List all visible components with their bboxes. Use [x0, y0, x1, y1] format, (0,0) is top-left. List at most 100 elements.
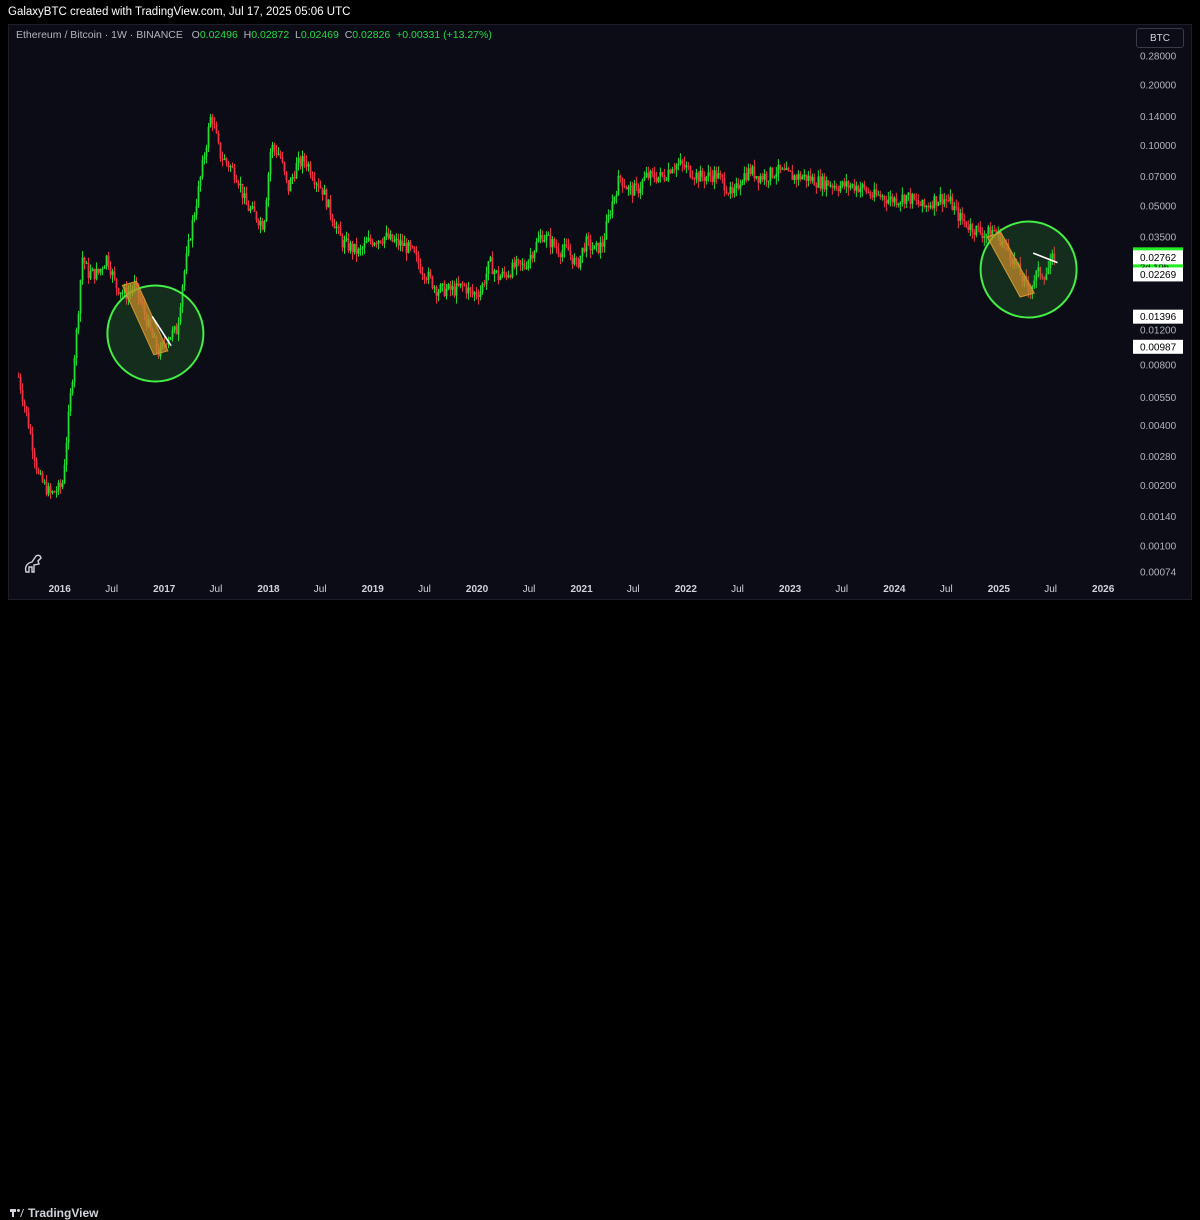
candle-body — [437, 291, 440, 296]
candle-body — [497, 270, 500, 280]
candle-body — [663, 175, 666, 180]
candle-body — [961, 212, 964, 220]
chart-panel[interactable] — [8, 24, 1192, 600]
candle-body — [931, 205, 934, 209]
candle-body — [457, 283, 460, 286]
candle-body — [1045, 274, 1048, 280]
candle-body — [611, 201, 614, 215]
candle-body — [801, 176, 804, 180]
candle-body — [303, 155, 306, 162]
candle-body — [773, 176, 776, 178]
candle-body — [665, 179, 668, 181]
currency-button[interactable]: BTC — [1136, 28, 1184, 48]
candle-body — [97, 268, 100, 273]
candle-body — [57, 482, 60, 492]
candle-body — [843, 181, 846, 187]
symbol-legend: Ethereum / Bitcoin · 1W · BINANCE O0.024… — [16, 29, 492, 41]
candle-body — [681, 160, 684, 164]
candle-body — [337, 226, 340, 228]
x-tick-label: Jul — [418, 584, 431, 595]
candle-body — [741, 181, 744, 185]
candle-body — [963, 219, 966, 222]
tradingview-brand[interactable]: TradingView — [10, 1206, 98, 1220]
candle-body — [739, 184, 742, 189]
candle-body — [603, 239, 606, 247]
candle-body — [785, 168, 788, 171]
candle-body — [701, 170, 704, 177]
y-tick-label: 0.00550 — [1140, 393, 1177, 404]
attribution-text: GalaxyBTC created with TradingView.com, … — [8, 6, 351, 18]
candle-body — [985, 234, 988, 236]
candle-body — [363, 242, 366, 249]
candle-body — [695, 172, 698, 180]
candle-body — [731, 186, 734, 194]
candle-body — [899, 202, 902, 204]
candle-body — [471, 290, 474, 295]
candle-body — [475, 292, 478, 296]
candle-body — [657, 176, 660, 182]
candle-body — [317, 183, 320, 187]
candle-body — [75, 329, 78, 358]
candle-body — [261, 220, 264, 230]
candle-body — [171, 329, 174, 338]
candle-body — [71, 381, 74, 393]
candle-body — [109, 266, 112, 275]
price-tag — [1133, 267, 1183, 282]
candle-body — [533, 251, 536, 259]
candle-body — [283, 162, 286, 172]
candle-body — [89, 271, 92, 279]
candle-body — [765, 173, 768, 182]
chart-svg[interactable]: 0.28000 0.20000 0.14000 0.10000 0.07000 0.050… — [0, 0, 1200, 629]
candle-body — [977, 225, 980, 228]
candle-body — [367, 237, 370, 242]
candle-body — [277, 153, 280, 155]
candle-body — [333, 222, 336, 229]
candle-body — [755, 176, 758, 179]
candle-body — [115, 278, 118, 289]
x-tick-label: Jul — [627, 584, 640, 595]
candle-body — [939, 194, 942, 203]
candle-body — [221, 158, 224, 160]
candle-body — [751, 166, 754, 174]
candle-body — [505, 273, 508, 278]
candle-body — [851, 184, 854, 186]
candle-body — [651, 171, 654, 173]
x-tick-label: Jul — [210, 584, 223, 595]
candle-body — [479, 291, 482, 297]
candle-body — [855, 185, 858, 191]
candle-body — [217, 133, 220, 143]
candle-body — [729, 186, 732, 194]
candle-body — [941, 194, 944, 205]
candle-body — [933, 196, 936, 209]
candle-body — [281, 157, 284, 163]
candle-body — [359, 248, 362, 250]
candle-body — [229, 166, 232, 168]
candle-body — [519, 260, 522, 264]
candle-body — [307, 164, 310, 167]
candle-body — [1043, 278, 1046, 280]
candle-body — [609, 214, 612, 216]
candle-body — [845, 181, 848, 187]
candle-body — [825, 180, 828, 190]
candle-body — [689, 165, 692, 178]
candle-body — [577, 259, 580, 268]
candle-body — [197, 185, 200, 206]
candle-body — [425, 279, 428, 281]
y-tick-label: 0.00100 — [1140, 541, 1177, 552]
candle-body — [623, 186, 626, 188]
candle-body — [421, 272, 424, 275]
candle-body — [803, 174, 806, 177]
candle-body — [907, 192, 910, 196]
candle-body — [723, 177, 726, 191]
candle-body — [643, 176, 646, 181]
y-tick-label: 0.00400 — [1140, 421, 1177, 432]
candle-body — [365, 241, 368, 243]
candle-body — [271, 144, 274, 153]
open-label: O — [191, 29, 200, 41]
candle-body — [841, 181, 844, 186]
candle-body — [443, 283, 446, 297]
candle-body — [705, 176, 708, 181]
candle-body — [633, 183, 636, 196]
candle-body — [101, 268, 104, 270]
brand-text: TradingView — [28, 1206, 99, 1220]
